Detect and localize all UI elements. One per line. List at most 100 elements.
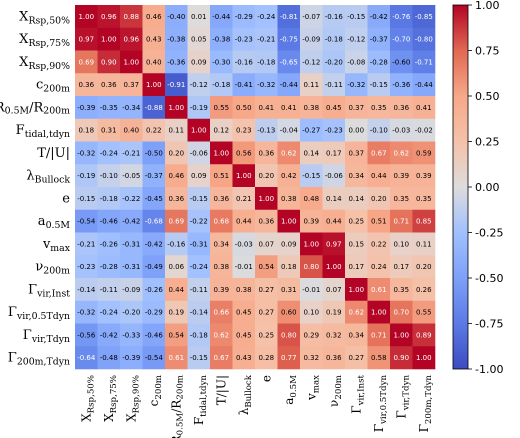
colorbar-tick-label: 0.50 xyxy=(475,90,500,103)
row-label: a0.5M xyxy=(38,214,71,231)
heatmap-cell xyxy=(210,232,233,256)
heatmap-cell xyxy=(165,209,188,233)
cell-value-label: -0.15 xyxy=(302,172,320,180)
cell-value-label: 0.14 xyxy=(326,195,342,203)
colorbar-gradient xyxy=(452,4,469,370)
heatmap-cell xyxy=(232,141,256,165)
heatmap-cell xyxy=(187,187,211,211)
cell-value-label: 0.61 xyxy=(371,286,387,294)
heatmap-cell xyxy=(345,278,368,302)
cell-value-label: -0.07 xyxy=(302,13,320,21)
column-labels: XRsp,50% XRsp,75% XRsp,90% c200m R0.5M/R200m… xyxy=(79,374,434,438)
cell-value-label: -0.29 xyxy=(145,309,163,317)
heatmap-cell xyxy=(367,27,391,51)
heatmap-cell xyxy=(165,323,188,347)
cell-value-label: -0.32 xyxy=(257,81,275,89)
heatmap-cell xyxy=(187,255,211,279)
cell-value-label: -0.22 xyxy=(190,218,208,226)
heatmap-cell xyxy=(120,27,143,51)
heatmap-cell xyxy=(75,209,98,233)
cell-value-label: 0.80 xyxy=(303,263,319,271)
row-label: Γvir,Inst xyxy=(28,282,70,299)
cell-value-label: -0.09 xyxy=(122,286,140,294)
heatmap-cell xyxy=(412,209,436,233)
cell-value-label: 0.62 xyxy=(213,331,229,339)
cell-value-label: 0.14 xyxy=(303,149,319,157)
cell-value-label: -0.06 xyxy=(325,172,344,180)
heatmap-cell xyxy=(165,73,188,97)
heatmap-cell xyxy=(187,300,211,324)
heatmap-cell xyxy=(210,27,233,51)
cell-value-label: -0.54 xyxy=(77,218,96,226)
colorbar-tick-label: -1.00 xyxy=(475,363,503,376)
cell-value-label: -0.42 xyxy=(370,13,388,21)
heatmap-cell xyxy=(390,323,413,347)
cell-value-label: 0.00 xyxy=(348,127,364,135)
heatmap-cell xyxy=(322,50,346,74)
heatmap-cell xyxy=(232,346,256,370)
cell-value-label: 1.00 xyxy=(371,309,387,317)
heatmap-cell xyxy=(255,27,278,51)
heatmap-cell xyxy=(210,5,233,29)
cell-value-label: 0.11 xyxy=(168,127,184,135)
cell-value-label: -0.10 xyxy=(100,172,118,180)
cell-value-label: 0.19 xyxy=(326,309,342,317)
cell-value-label: -0.49 xyxy=(145,263,163,271)
heatmap-cell xyxy=(367,118,391,142)
heatmap-cell xyxy=(232,300,256,324)
heatmap-cell xyxy=(120,255,143,279)
heatmap-cell xyxy=(142,118,166,142)
cell-value-label: -0.24 xyxy=(100,309,119,317)
cell-value-label: -0.15 xyxy=(347,13,365,21)
heatmap-cell xyxy=(345,164,368,188)
heatmap-cell xyxy=(412,278,436,302)
cell-value-label: -0.15 xyxy=(370,81,388,89)
heatmap-cell xyxy=(345,187,368,211)
heatmap-cell xyxy=(367,164,391,188)
heatmap-cell xyxy=(97,5,121,29)
heatmap-cell xyxy=(322,278,346,302)
colorbar-tick-label: 0.75 xyxy=(475,45,500,58)
heatmap-cell xyxy=(390,164,413,188)
heatmap-cell xyxy=(97,232,121,256)
cell-value-label: -0.54 xyxy=(145,354,164,362)
cell-value-label: 0.97 xyxy=(326,240,342,248)
cell-value-label: 0.20 xyxy=(371,195,387,203)
cell-value-label: 0.35 xyxy=(393,195,409,203)
cell-value-label: -0.27 xyxy=(302,127,320,135)
cell-value-label: 1.00 xyxy=(213,149,229,157)
heatmap-cell xyxy=(165,118,188,142)
heatmap-cell xyxy=(97,96,121,120)
cell-value-label: -0.31 xyxy=(122,240,140,248)
heatmap-cell xyxy=(232,323,256,347)
cell-value-label: 0.01 xyxy=(191,13,207,21)
cell-value-label: 0.36 xyxy=(258,149,274,157)
heatmap-cell xyxy=(300,50,323,74)
cell-value-label: 0.27 xyxy=(258,286,274,294)
cell-value-label: -0.12 xyxy=(190,81,208,89)
cell-value-label: 0.58 xyxy=(371,354,387,362)
heatmap-cell xyxy=(187,5,211,29)
cell-value-label: 1.00 xyxy=(416,354,432,362)
cell-value-label: -0.68 xyxy=(145,218,163,226)
heatmap-cell xyxy=(300,323,323,347)
cell-value-label: -0.15 xyxy=(77,195,95,203)
cell-value-label: 0.25 xyxy=(258,331,274,339)
heatmap-cell xyxy=(300,5,323,29)
cell-value-label: -0.65 xyxy=(280,58,298,66)
cell-value-label: 0.41 xyxy=(416,104,432,112)
colorbar: 1.00 0.75 0.50 0.25 0.00 -0.25 -0.50 -0.75 -1.00 xyxy=(452,0,503,376)
column-label: vmax xyxy=(304,375,321,401)
heatmap-cell xyxy=(120,141,143,165)
cell-value-label: -0.48 xyxy=(100,354,118,362)
heatmap-cell xyxy=(232,232,256,256)
cell-value-label: 0.34 xyxy=(348,331,364,339)
heatmap-cell xyxy=(390,141,413,165)
heatmap-cell xyxy=(412,346,436,370)
heatmap-cell xyxy=(255,141,278,165)
heatmap-cell xyxy=(412,255,436,279)
heatmap-cell xyxy=(232,96,256,120)
cell-value-label: -0.24 xyxy=(190,263,209,271)
heatmap-cell xyxy=(142,187,166,211)
cell-value-label: -0.28 xyxy=(370,58,388,66)
